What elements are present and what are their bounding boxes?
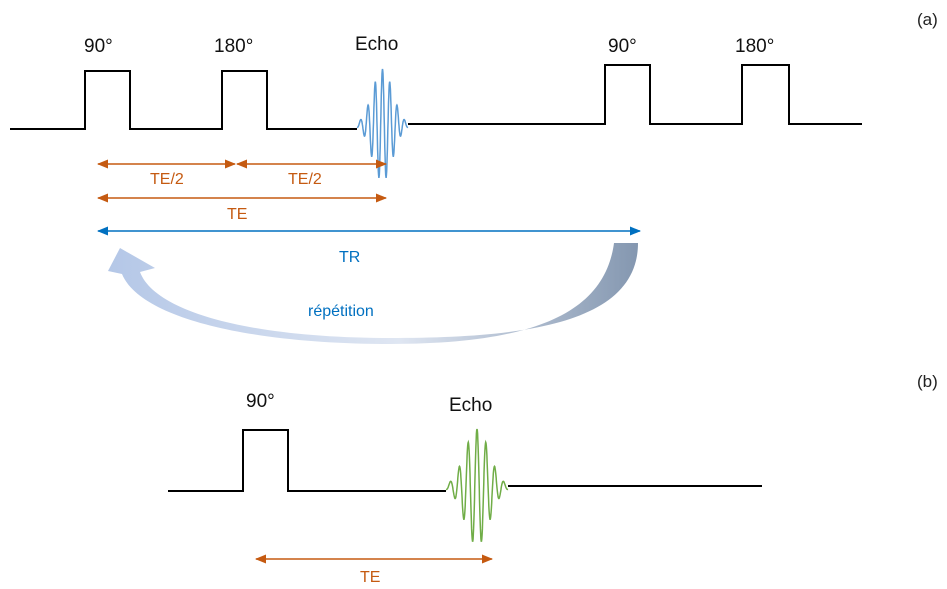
rf-waveform-a [10, 70, 357, 130]
te-half-label-1: TE/2 [150, 171, 184, 188]
te-b-label: TE [360, 569, 380, 586]
echo-b-label: Echo [449, 395, 492, 416]
pulse-180-repeat-label: 180° [735, 36, 774, 57]
pulse-90-label: 90° [84, 36, 113, 57]
echo-signal-a [356, 68, 409, 178]
rf-waveform-a-after-echo [408, 64, 862, 125]
repetition-arrow [108, 243, 638, 344]
tr-label: TR [339, 249, 360, 266]
pulse-90-repeat-label: 90° [608, 36, 637, 57]
pulse-180-label: 180° [214, 36, 253, 57]
te-half-label-2: TE/2 [288, 171, 322, 188]
panel-b-tag: (b) [917, 372, 938, 391]
echo-signal-b [445, 428, 509, 542]
panel-a-tag: (a) [917, 10, 938, 29]
repetition-label: répétition [308, 303, 374, 320]
rf-waveform-b [168, 429, 446, 492]
pulse-90-b-label: 90° [246, 391, 275, 412]
te-label: TE [227, 206, 247, 223]
echo-label: Echo [355, 34, 398, 55]
